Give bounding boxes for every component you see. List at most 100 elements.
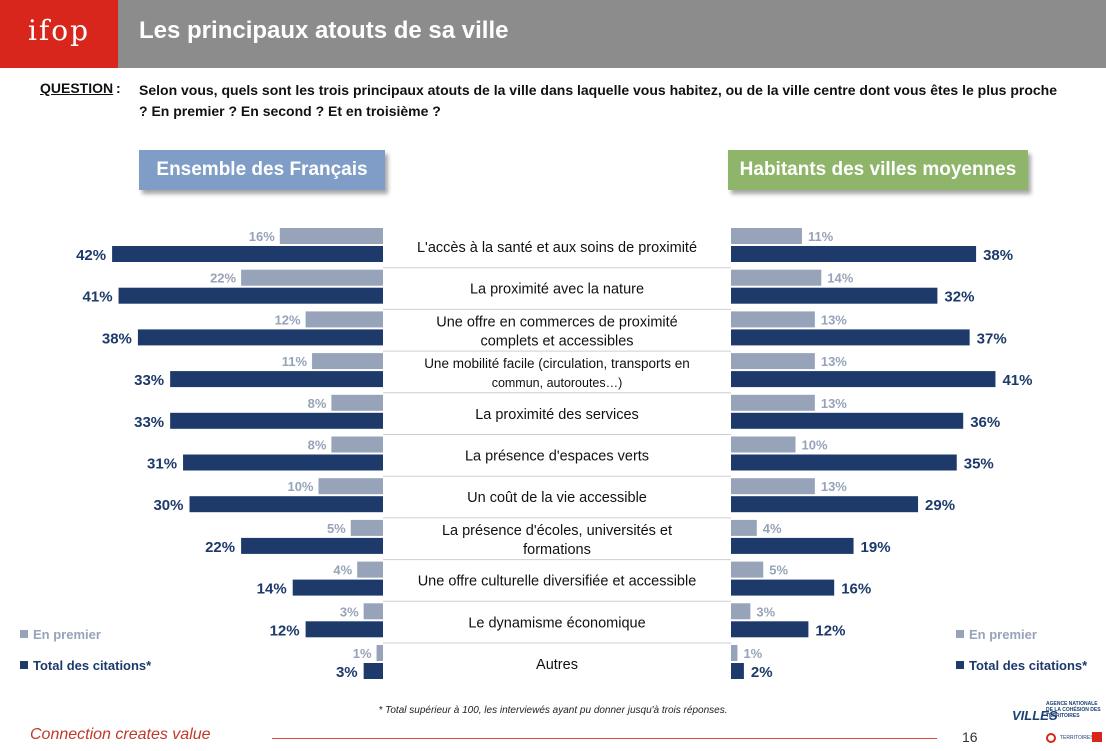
label-right-total: 37% — [977, 330, 1007, 347]
bar-left-total — [292, 579, 383, 596]
label-left-first: 3% — [340, 604, 359, 619]
label-left-total: 38% — [102, 330, 132, 347]
bar-left-total — [137, 329, 383, 346]
category-label: Une offre en commerces de proximité — [436, 314, 678, 330]
label-right-first: 4% — [763, 521, 782, 536]
question-label: QUESTION — [40, 80, 114, 96]
bar-right-total — [731, 329, 970, 346]
anct-circle-icon — [1046, 733, 1056, 743]
label-left-total: 33% — [134, 372, 164, 389]
category-label: Une mobilité facile (circulation, transp… — [424, 356, 690, 371]
label-right-first: 10% — [802, 438, 828, 453]
label-right-total: 29% — [925, 497, 955, 514]
legend-total-label: Total des citations* — [969, 658, 1088, 673]
bar-right-first — [731, 394, 815, 411]
bar-left-first — [331, 394, 383, 411]
bar-left-first — [376, 645, 383, 661]
label-left-total: 41% — [83, 289, 113, 306]
bar-left-total — [170, 412, 383, 429]
legend-right-first: En premier — [956, 627, 1037, 642]
category-label: La proximité des services — [475, 407, 639, 423]
page-title: Les principaux atouts de sa ville — [139, 17, 509, 44]
villes-de-france-logo: VILLES — [1012, 708, 1058, 723]
label-left-first: 4% — [333, 563, 352, 578]
bar-right-total — [731, 621, 809, 638]
bar-left-first — [331, 436, 383, 453]
label-right-total: 32% — [944, 289, 974, 306]
bar-left-total — [363, 663, 383, 679]
legend-square-icon — [956, 661, 964, 669]
footer-divider — [272, 738, 937, 739]
label-right-total: 36% — [970, 414, 1000, 431]
label-right-first: 13% — [821, 479, 847, 494]
label-right-total: 2% — [751, 664, 773, 681]
bar-left-first — [279, 228, 383, 244]
bar-right-first — [731, 353, 815, 370]
legend-total-label: Total des citations* — [33, 658, 152, 673]
category-label: La présence d'espaces verts — [465, 449, 649, 465]
label-left-total: 31% — [147, 456, 177, 473]
bar-left-total — [183, 454, 383, 471]
question-colon: : — [116, 80, 121, 96]
label-left-first: 12% — [275, 312, 301, 327]
label-left-first: 8% — [308, 438, 327, 453]
category-label: La proximité avec la nature — [470, 282, 644, 298]
question-text: Selon vous, quels sont les trois princip… — [139, 82, 1058, 119]
label-left-total: 30% — [153, 497, 183, 514]
bar-right-first — [731, 311, 815, 328]
label-left-total: 12% — [270, 622, 300, 639]
category-label: commun, autoroutes…) — [492, 376, 623, 390]
bar-right-first — [731, 228, 802, 244]
label-left-first: 5% — [327, 521, 346, 536]
bar-right-first — [731, 478, 815, 495]
bar-right-total — [731, 454, 957, 471]
territoires-logo: TERRITOIRES — [1060, 735, 1094, 741]
legend-square-icon — [20, 661, 28, 669]
bar-right-first — [731, 269, 822, 286]
legend-first-label: En premier — [33, 627, 101, 642]
bar-right-total — [731, 537, 854, 554]
label-right-first: 14% — [827, 271, 853, 286]
label-right-total: 38% — [983, 247, 1013, 264]
bar-left-first — [241, 269, 383, 286]
label-right-first: 1% — [743, 646, 762, 661]
label-right-total: 41% — [1002, 372, 1032, 389]
bar-left-first — [350, 519, 383, 536]
bar-right-total — [731, 246, 977, 262]
label-left-first: 8% — [308, 396, 327, 411]
category-label: Un coût de la vie accessible — [467, 490, 647, 506]
bar-right-total — [731, 579, 835, 596]
anct-logo: AGENCE NATIONALE DE LA COHÉSION DES TERR… — [1046, 701, 1101, 719]
category-label: complets et accessibles — [480, 333, 633, 349]
label-left-first: 16% — [249, 229, 275, 244]
label-left-first: 10% — [287, 479, 313, 494]
label-right-first: 5% — [769, 563, 788, 578]
label-left-total: 42% — [76, 247, 106, 264]
label-left-first: 1% — [353, 646, 372, 661]
legend-square-icon — [20, 630, 28, 638]
label-left-total: 22% — [205, 539, 235, 556]
page-number: 16 — [962, 729, 978, 745]
label-right-first: 3% — [756, 604, 775, 619]
flag-icon — [1092, 732, 1102, 742]
bar-right-first — [731, 645, 738, 661]
label-right-total: 19% — [861, 539, 891, 556]
legend-first-label: En premier — [969, 627, 1037, 642]
butterfly-bar-chart: 16% 42% 11% 38% L'accès à la santé et aux so… — [76, 228, 1032, 681]
legend-left-total: Total des citations* — [20, 658, 151, 673]
label-right-first: 13% — [821, 396, 847, 411]
footer-tagline: Connection creates value — [30, 726, 211, 743]
left-panel-title: Ensemble des Français — [139, 150, 385, 190]
legend-left-first: En premier — [20, 627, 101, 642]
label-right-first: 13% — [821, 312, 847, 327]
bar-left-first — [363, 603, 383, 620]
bar-left-total — [189, 496, 383, 513]
bar-right-total — [731, 287, 938, 304]
right-panel-title: Habitants des villes moyennes — [728, 150, 1028, 190]
ifop-logo-text: ifop — [27, 14, 91, 47]
bar-left-first — [318, 478, 383, 495]
label-right-first: 11% — [808, 229, 834, 244]
bar-right-first — [731, 603, 751, 620]
label-right-first: 13% — [821, 354, 847, 369]
ifop-logo: ifop — [0, 0, 118, 68]
